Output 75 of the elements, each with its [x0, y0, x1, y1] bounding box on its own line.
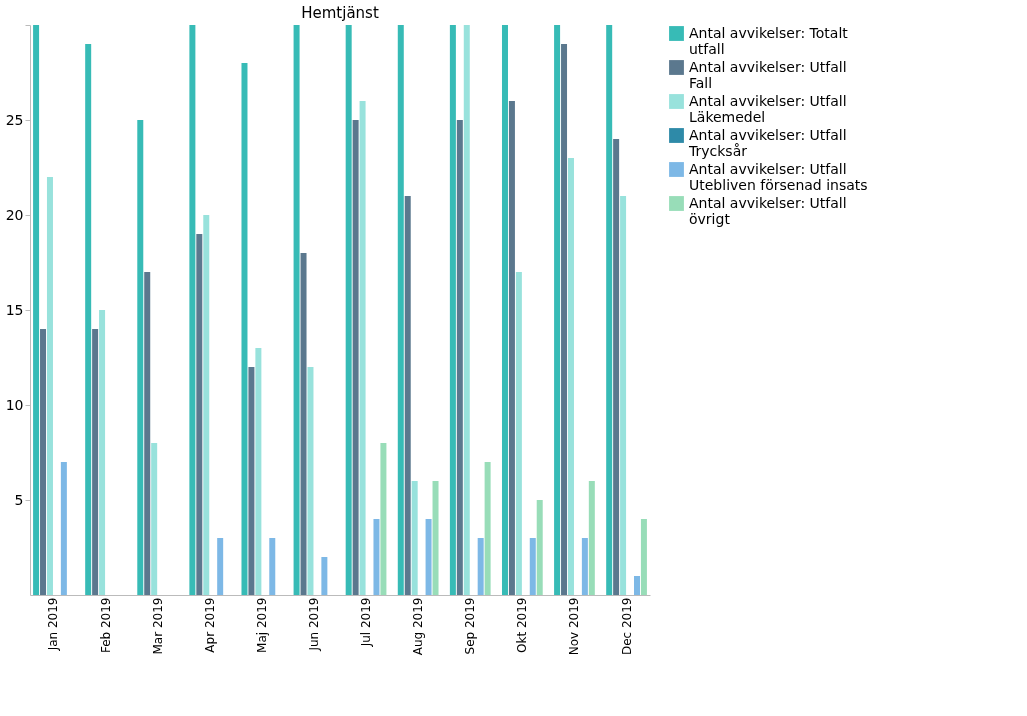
bar	[508, 101, 515, 595]
x-tick-label: Feb 2019	[98, 597, 113, 654]
bar	[536, 500, 543, 595]
bar	[293, 25, 300, 595]
bar	[345, 25, 352, 595]
legend-label: Antal avvikelser: Utfall övrigt	[689, 194, 847, 227]
bar	[620, 196, 627, 595]
bar	[581, 538, 588, 595]
x-tick-label: Aug 2019	[411, 597, 426, 656]
bar	[241, 63, 248, 595]
bar	[633, 576, 640, 595]
x-tick-label: Jun 2019	[306, 597, 321, 652]
bar	[307, 367, 314, 595]
x-tick-label: Sep 2019	[463, 597, 478, 655]
bar	[269, 538, 276, 595]
chart-title: Hemtjänst	[301, 3, 379, 22]
x-tick-label: Maj 2019	[254, 597, 269, 653]
bar	[144, 272, 151, 595]
y-tick-label: 15	[5, 301, 24, 318]
legend-label: Antal avvikelser: Utfall Trycksår	[688, 126, 847, 159]
bar	[515, 272, 522, 595]
bar	[189, 25, 196, 595]
bar	[46, 177, 53, 595]
bar	[92, 329, 99, 595]
bar	[613, 139, 620, 595]
legend-label: Antal avvikelser: Utfall Fall	[689, 58, 847, 91]
bar	[432, 481, 439, 595]
bar	[456, 120, 463, 595]
bar	[529, 538, 536, 595]
y-tick-label: 10	[5, 396, 24, 413]
y-tick-label: 20	[5, 206, 24, 223]
legend-label: Antal avvikelser: Totalt utfall	[689, 24, 849, 57]
bar	[203, 215, 210, 595]
bar	[85, 44, 92, 595]
bar	[606, 25, 613, 595]
x-tick-label: Jan 2019	[46, 597, 61, 652]
bar	[196, 234, 203, 595]
bar	[373, 519, 380, 595]
bar	[217, 538, 224, 595]
bar	[359, 101, 366, 595]
x-tick-label: Mar 2019	[150, 597, 165, 655]
bar	[404, 196, 411, 595]
bar	[137, 120, 144, 595]
bar	[567, 158, 574, 595]
bar	[255, 348, 262, 595]
bar	[449, 25, 456, 595]
y-tick-label: 5	[14, 491, 24, 508]
bar	[300, 253, 307, 595]
bar	[561, 44, 568, 595]
y-tick-label: 25	[5, 111, 24, 128]
bar	[411, 481, 418, 595]
bar	[554, 25, 561, 595]
bar	[380, 443, 387, 595]
bar	[484, 462, 491, 595]
x-tick-label: Nov 2019	[567, 597, 582, 656]
bar	[99, 310, 106, 595]
bar	[425, 519, 432, 595]
bar	[501, 25, 508, 595]
bar	[477, 538, 484, 595]
x-tick-label: Dec 2019	[619, 597, 634, 656]
x-tick-label: Jul 2019	[359, 597, 374, 648]
bar	[463, 25, 470, 595]
bar	[397, 25, 404, 595]
x-tick-label: Apr 2019	[202, 597, 217, 653]
legend-label: Antal avvikelser: Utfall Utebliven försenad insats	[689, 160, 868, 193]
bar	[60, 462, 67, 595]
legend-label: Antal avvikelser: Utfall Läkemedel	[689, 92, 847, 125]
bar	[151, 443, 158, 595]
bar	[588, 481, 595, 595]
bar	[321, 557, 328, 595]
bar	[640, 519, 647, 595]
bar	[352, 120, 359, 595]
bar	[248, 367, 255, 595]
x-tick-label: Okt 2019	[515, 597, 530, 653]
bar	[40, 329, 47, 595]
